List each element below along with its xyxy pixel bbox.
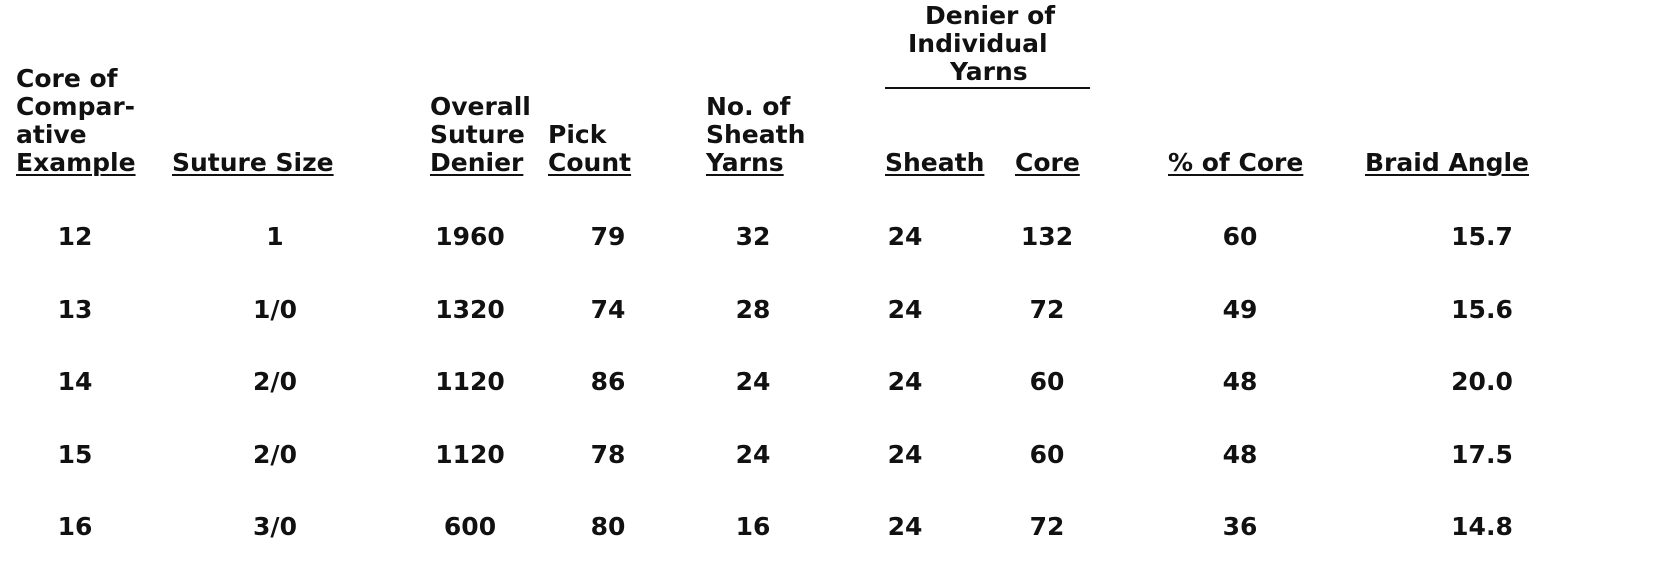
header-denier: Denier — [430, 149, 523, 177]
cell-sheath-yarns: 24 — [736, 367, 771, 396]
cell-core-denier: 132 — [1021, 222, 1073, 251]
header-percent-core: % of Core — [1168, 149, 1303, 177]
header-pick: Pick — [548, 121, 606, 149]
cell-example: 13 — [58, 295, 93, 324]
cell-braid-angle: 15.6 — [1451, 295, 1513, 324]
header-suture-size: Suture Size — [172, 149, 334, 177]
cell-sheath-denier: 24 — [888, 512, 923, 541]
cell-example: 14 — [58, 367, 93, 396]
header-sheath: Sheath — [885, 149, 984, 177]
cell-pick-count: 79 — [591, 222, 626, 251]
header-core-line3: ative — [16, 121, 87, 149]
cell-braid-angle: 20.0 — [1451, 367, 1513, 396]
cell-pick-count: 78 — [591, 440, 626, 469]
cell-percent-core: 36 — [1223, 512, 1258, 541]
header-overall-line1: Overall — [430, 93, 531, 121]
cell-sheath-denier: 24 — [888, 440, 923, 469]
header-core-line2: Compar- — [16, 93, 135, 121]
cell-braid-angle: 17.5 — [1451, 440, 1513, 469]
cell-braid-angle: 14.8 — [1451, 512, 1513, 541]
cell-overall-denier: 600 — [444, 512, 496, 541]
header-core: Core — [1015, 149, 1080, 177]
cell-core-denier: 72 — [1030, 295, 1065, 324]
group-header-line3: Yarns — [950, 58, 1028, 86]
cell-sheath-yarns: 16 — [736, 512, 771, 541]
header-example: Example — [16, 149, 136, 177]
header-core-line1: Core of — [16, 65, 118, 93]
cell-example: 12 — [58, 222, 93, 251]
cell-percent-core: 49 — [1223, 295, 1258, 324]
cell-percent-core: 48 — [1223, 440, 1258, 469]
cell-core-denier: 60 — [1030, 367, 1065, 396]
cell-suture-size: 1/0 — [253, 295, 297, 324]
cell-sheath-yarns: 32 — [736, 222, 771, 251]
cell-overall-denier: 1320 — [435, 295, 505, 324]
cell-suture-size: 2/0 — [253, 367, 297, 396]
cell-example: 16 — [58, 512, 93, 541]
cell-sheath-denier: 24 — [888, 295, 923, 324]
header-overall-line2: Suture — [430, 121, 525, 149]
header-yarns: Yarns — [706, 149, 784, 177]
cell-suture-size: 2/0 — [253, 440, 297, 469]
header-sheath-line: Sheath — [706, 121, 805, 149]
cell-example: 15 — [58, 440, 93, 469]
group-header-line2: Individual — [908, 30, 1048, 58]
cell-pick-count: 86 — [591, 367, 626, 396]
cell-suture-size: 1 — [266, 222, 283, 251]
cell-suture-size: 3/0 — [253, 512, 297, 541]
cell-sheath-denier: 24 — [888, 367, 923, 396]
cell-core-denier: 60 — [1030, 440, 1065, 469]
cell-pick-count: 74 — [591, 295, 626, 324]
cell-overall-denier: 1120 — [435, 367, 505, 396]
cell-sheath-yarns: 24 — [736, 440, 771, 469]
header-braid-angle: Braid Angle — [1365, 149, 1529, 177]
cell-sheath-denier: 24 — [888, 222, 923, 251]
header-noof: No. of — [706, 93, 790, 121]
cell-sheath-yarns: 28 — [736, 295, 771, 324]
cell-overall-denier: 1960 — [435, 222, 505, 251]
group-header-line1: Denier of — [925, 2, 1055, 30]
cell-core-denier: 72 — [1030, 512, 1065, 541]
cell-braid-angle: 15.7 — [1451, 222, 1513, 251]
cell-percent-core: 60 — [1223, 222, 1258, 251]
cell-pick-count: 80 — [591, 512, 626, 541]
group-header-rule — [885, 87, 1090, 89]
cell-percent-core: 48 — [1223, 367, 1258, 396]
header-count: Count — [548, 149, 631, 177]
cell-overall-denier: 1120 — [435, 440, 505, 469]
